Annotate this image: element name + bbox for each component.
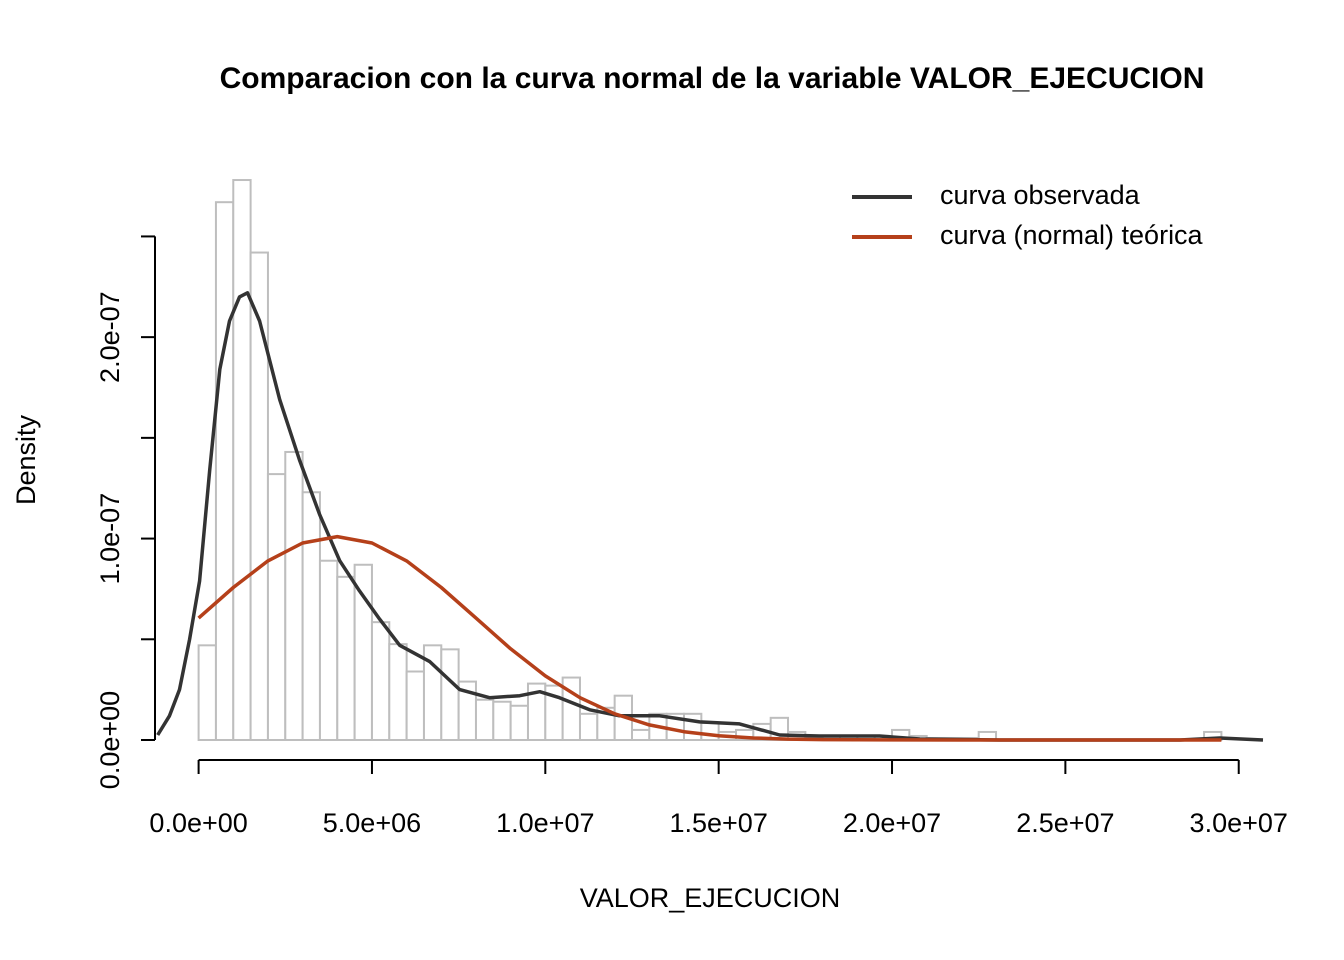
x-tick-label: 2.5e+07 — [1016, 808, 1114, 838]
x-tick-label: 0.0e+00 — [149, 808, 247, 838]
histogram-bar — [440, 648, 460, 741]
histogram-bar — [509, 704, 529, 741]
legend-label: curva (normal) teórica — [940, 220, 1204, 250]
histogram-bar — [301, 491, 321, 741]
x-tick-label: 1.5e+07 — [669, 808, 767, 838]
histogram-bar — [492, 700, 512, 742]
histogram-bar — [474, 698, 495, 742]
histogram-bar — [682, 712, 703, 741]
histogram-bar — [405, 670, 425, 741]
histogram-bar — [318, 559, 339, 741]
y-axis-label: Density — [11, 414, 41, 505]
histogram-bar — [700, 721, 720, 742]
y-tick-label: 0.0e+00 — [95, 691, 125, 789]
legend-label: curva observada — [940, 180, 1141, 210]
density-line — [156, 291, 1264, 742]
histogram-bar — [284, 450, 304, 741]
y-tick-label: 2.0e-07 — [95, 291, 125, 383]
histogram-bar — [353, 563, 373, 741]
histogram-bar — [388, 643, 408, 741]
histogram-bar — [630, 728, 651, 742]
x-axis-label: VALOR_EJECUCION — [580, 883, 841, 913]
histogram-bar — [336, 575, 356, 741]
histogram-bar — [370, 621, 391, 742]
histogram-bar — [232, 179, 252, 741]
histogram-bar — [578, 712, 599, 741]
density-line — [197, 534, 1222, 742]
x-tick-label: 2.0e+07 — [843, 808, 941, 838]
chart-title: Comparacion con la curva normal de la va… — [220, 62, 1205, 95]
x-tick-label: 3.0e+07 — [1190, 808, 1288, 838]
histogram-bar — [266, 473, 287, 741]
histogram-bar — [197, 644, 217, 741]
x-tick-label: 5.0e+06 — [323, 808, 421, 838]
x-tick-label: 1.0e+07 — [496, 808, 594, 838]
histogram-bar — [214, 201, 235, 741]
y-tick-label: 1.0e-07 — [95, 493, 125, 585]
